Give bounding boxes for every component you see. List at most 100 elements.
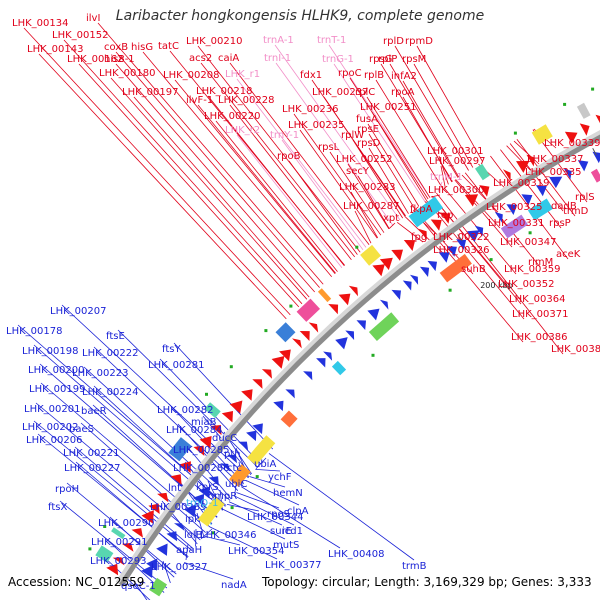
reverse-gene — [467, 230, 480, 242]
cog-block-forward — [576, 102, 591, 119]
label-leader-line — [349, 77, 429, 200]
label-leader-line — [35, 402, 201, 541]
forward-gene — [564, 131, 578, 144]
forward-gene — [221, 411, 233, 423]
label-leader-line — [38, 53, 287, 320]
gene-label: LHK_00326 — [433, 245, 489, 256]
label-leader-line — [249, 476, 286, 488]
gene-label: LHK_00346 — [200, 530, 256, 541]
gene-label: rplS — [575, 192, 595, 203]
reverse-gene — [146, 558, 158, 571]
gene-label: LHK_00228 — [218, 95, 274, 106]
label-leader-line — [174, 79, 336, 274]
gc-marker — [255, 475, 259, 479]
genome-backbone — [115, 130, 600, 587]
label-leader-line — [274, 44, 401, 221]
gene-label: rpmD — [405, 36, 433, 47]
gene-label: fusA — [356, 114, 378, 125]
gene-label: LHK_00235 — [288, 120, 344, 131]
gene-label: ilvF-1 — [186, 95, 213, 106]
label-leader-line — [78, 63, 300, 308]
cog-block-forward — [531, 124, 553, 145]
label-leader-line — [368, 133, 416, 210]
gene-label: trnY-1 — [270, 130, 299, 141]
label-leader-line — [93, 346, 243, 487]
gene-label: LHK_00386 — [511, 332, 567, 343]
gene-label: LHK_00224 — [82, 387, 138, 398]
gene-label: infA2 — [391, 71, 417, 82]
label-leader-line — [162, 560, 171, 584]
gene-label: kprS — [196, 482, 219, 493]
gc-marker — [528, 231, 532, 235]
label-leader-line — [425, 200, 525, 320]
gene-labels: LHK_00134 ilvI LHK_00152 LHK_00143LHK_00162… — [6, 13, 600, 592]
forward-gene — [430, 219, 442, 231]
forward-gene — [229, 400, 243, 414]
gene-label: LHK_00134 — [12, 18, 68, 29]
gene-label: rpoH — [55, 484, 79, 495]
gene-label: rpoS — [267, 509, 290, 520]
gene-label: LHK_00291 — [91, 537, 147, 548]
gene-label: LHK_00202 — [22, 422, 78, 433]
gene-label: LHK_00208 — [163, 70, 219, 81]
reverse-gene — [246, 430, 257, 442]
gene-label: LHK_00207 — [50, 306, 106, 317]
label-leader-line — [255, 469, 281, 472]
reverse-gene — [220, 463, 231, 472]
gc-marker — [230, 506, 234, 510]
label-leader-line — [83, 366, 231, 501]
forward-gene — [403, 240, 416, 251]
gc-marker — [563, 102, 567, 106]
reverse-gene — [474, 225, 484, 237]
gene-label: LHK_00286 — [173, 463, 229, 474]
label-leader-line — [347, 163, 390, 230]
label-leader-line — [440, 165, 446, 187]
gene-label: LHK_00237 — [312, 87, 368, 98]
gene-label: dadB — [551, 201, 577, 212]
gene-label: fpg — [411, 232, 427, 243]
reverse-gene — [521, 194, 533, 206]
gene-label: LHK_00335 — [525, 167, 581, 178]
cog-block-forward — [475, 163, 490, 181]
reverse-gene — [174, 523, 185, 531]
gene-label: LHK_00297 — [429, 156, 485, 167]
forward-gene — [106, 563, 119, 576]
gene-label: LHK_00198 — [22, 346, 78, 357]
gene-label: clpA — [287, 506, 309, 517]
gene-label: trmD — [563, 206, 589, 217]
gene-label: icd1 — [282, 526, 303, 537]
gene-label: ctc — [227, 463, 242, 474]
gene-label: LHK_00339 — [544, 138, 600, 149]
label-leader-line — [197, 104, 336, 274]
label-leader-line — [368, 147, 409, 214]
gene-label: LHK_00223 — [72, 368, 128, 379]
gene-label: apaH — [176, 545, 202, 556]
forward-gene — [440, 212, 451, 224]
label-leader-line — [454, 179, 513, 248]
gene-label: LHK_00408 — [328, 549, 384, 560]
cog-block-reverse — [331, 360, 347, 376]
label-leader-line — [117, 329, 258, 468]
cog-block-reverse — [198, 496, 225, 527]
label-leader-line — [101, 554, 151, 600]
gene-label: LHK_00387 — [551, 344, 600, 355]
forward-gene — [379, 257, 393, 270]
label-leader-line — [516, 139, 576, 217]
gene-label: LHK_00252 — [336, 154, 392, 165]
gene-label: lnt — [168, 483, 181, 494]
gene-label: his8-1 — [104, 54, 135, 65]
label-leader-line — [196, 512, 204, 536]
gene-label: secY — [346, 166, 370, 177]
scale-tick — [457, 234, 463, 242]
gene-label: LHK_00300 — [428, 185, 484, 196]
forward-gene — [418, 228, 427, 240]
reverse-gene — [367, 308, 380, 321]
gc-marker — [591, 87, 595, 91]
gene-label: pth — [224, 449, 241, 460]
label-leader-line — [350, 191, 379, 239]
label-leader-line — [416, 45, 483, 162]
gene-label: LHK_00178 — [6, 326, 62, 337]
gene-label: LHK_00210 — [186, 36, 242, 47]
backbone-ring — [119, 134, 600, 587]
label-leader-line — [329, 151, 385, 233]
